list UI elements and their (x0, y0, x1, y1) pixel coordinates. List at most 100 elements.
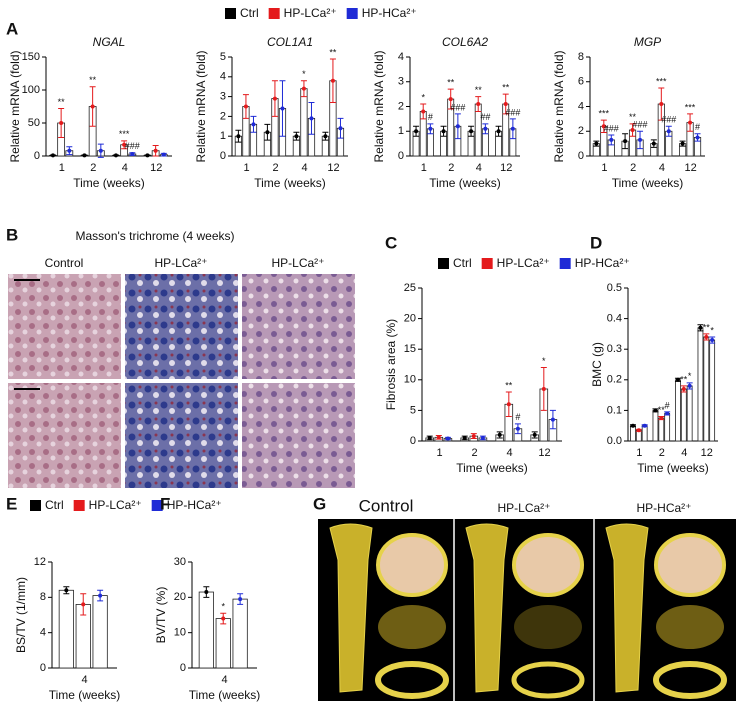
y-tick-label: 0 (220, 150, 226, 162)
legend-swatch (151, 500, 163, 511)
x-tick-label: 1 (436, 447, 442, 459)
mean-dot (659, 416, 664, 421)
x-tick-label: 4 (221, 674, 227, 686)
bar (630, 425, 636, 442)
y-tick-label: 2 (220, 110, 226, 122)
panel-label: D (590, 233, 602, 252)
y-axis-label: Relative mRNA (fold) (8, 50, 22, 162)
legend-swatch (346, 8, 358, 19)
chart-title: MGP (634, 35, 661, 49)
legend-label: HP-HCa²⁺ (575, 256, 630, 270)
y-axis-label: Relative mRNA (fold) (552, 50, 566, 162)
x-axis-label: Time (weeks) (49, 688, 121, 702)
y-tick-label: 20 (174, 591, 186, 603)
significance-label: ** (502, 83, 510, 93)
significance-label: ### (505, 107, 520, 117)
histology-image (242, 274, 355, 379)
significance-label: ## (480, 112, 490, 122)
mean-dot (323, 134, 328, 139)
y-axis-label: BMC (g) (590, 342, 604, 387)
panel-label: F (160, 494, 170, 513)
bar (664, 413, 671, 442)
bar (300, 88, 308, 157)
chart-title: COL6A2 (442, 35, 488, 49)
y-tick-label: 50 (28, 117, 40, 129)
y-axis-label: BS/TV (1/mm) (14, 577, 28, 653)
significance-label: ### (633, 120, 648, 130)
significance-label: * (421, 92, 425, 102)
y-tick-label: 10 (404, 374, 416, 386)
x-tick-label: 4 (301, 162, 307, 174)
mean-dot (428, 126, 433, 131)
significance-label: ** (329, 47, 337, 57)
y-axis-label: BV/TV (%) (154, 587, 168, 644)
x-tick-label: 2 (471, 447, 477, 459)
mean-dot (665, 411, 670, 416)
bar (675, 379, 681, 442)
mean-dot (510, 126, 515, 131)
column-label: Control (45, 256, 84, 270)
x-axis-label: Time (weeks) (456, 461, 528, 475)
y-tick-label: 10 (174, 627, 186, 639)
mean-dot (122, 142, 127, 147)
y-tick-label: 4 (220, 71, 226, 83)
x-axis-label: Time (weeks) (429, 176, 501, 190)
y-tick-label: 1 (220, 130, 226, 142)
legend-swatch (30, 500, 41, 511)
x-tick-label: 4 (681, 447, 687, 459)
mean-dot (476, 102, 481, 107)
x-tick-label: 1 (421, 162, 427, 174)
mean-dot (653, 408, 658, 413)
mean-dot (130, 152, 135, 157)
bar (658, 417, 665, 442)
x-axis-label: Time (weeks) (254, 176, 326, 190)
legend-label: HP-HCa²⁺ (167, 498, 222, 512)
mean-dot (238, 597, 243, 602)
x-tick-label: 12 (538, 447, 550, 459)
y-tick-label: 0.0 (607, 435, 622, 447)
mean-dot (630, 423, 635, 428)
legend-label: HP-LCa²⁺ (497, 256, 550, 270)
significance-label: ** (505, 380, 513, 390)
y-tick-label: 20 (404, 313, 416, 325)
x-tick-label: 4 (476, 162, 482, 174)
y-tick-label: 3 (398, 76, 404, 88)
mean-dot (636, 428, 641, 433)
histology-panel: B Masson's trichrome (4 weeks) Control H… (6, 225, 355, 488)
significance-label: * (542, 356, 546, 366)
bar (697, 327, 704, 442)
mean-dot (204, 590, 209, 595)
x-tick-label: 12 (327, 162, 339, 174)
mean-dot (651, 141, 656, 146)
mean-dot (272, 96, 277, 101)
histology-image (125, 274, 238, 379)
x-tick-label: 4 (122, 162, 128, 174)
y-tick-label: 4 (40, 627, 46, 639)
bar (232, 598, 248, 669)
mean-dot (67, 148, 72, 153)
significance-label: *** (599, 108, 610, 118)
mean-dot (642, 423, 647, 428)
x-tick-label: 12 (500, 162, 512, 174)
x-axis-label: Time (weeks) (73, 176, 145, 190)
column-label: HP-LCa²⁺ (497, 501, 550, 515)
mean-dot (448, 97, 453, 102)
mean-dot (280, 106, 285, 111)
y-tick-label: 12 (34, 556, 46, 568)
mean-dot (496, 129, 501, 134)
mean-dot (630, 128, 635, 133)
y-axis-label: Relative mRNA (fold) (194, 50, 208, 162)
y-tick-label: 0 (398, 150, 404, 162)
mean-dot (441, 129, 446, 134)
mean-dot (688, 120, 693, 125)
mean-dot (445, 436, 450, 441)
bar (215, 618, 231, 669)
column-label: HP-LCa²⁺ (154, 256, 207, 270)
y-tick-label: 6 (578, 76, 584, 88)
mean-dot (623, 139, 628, 144)
y-axis-label: Fibrosis area (%) (384, 319, 398, 410)
x-tick-label: 2 (630, 162, 636, 174)
x-tick-label: 1 (59, 162, 65, 174)
mean-dot (462, 435, 467, 440)
y-axis-label: Relative mRNA (fold) (372, 50, 386, 162)
